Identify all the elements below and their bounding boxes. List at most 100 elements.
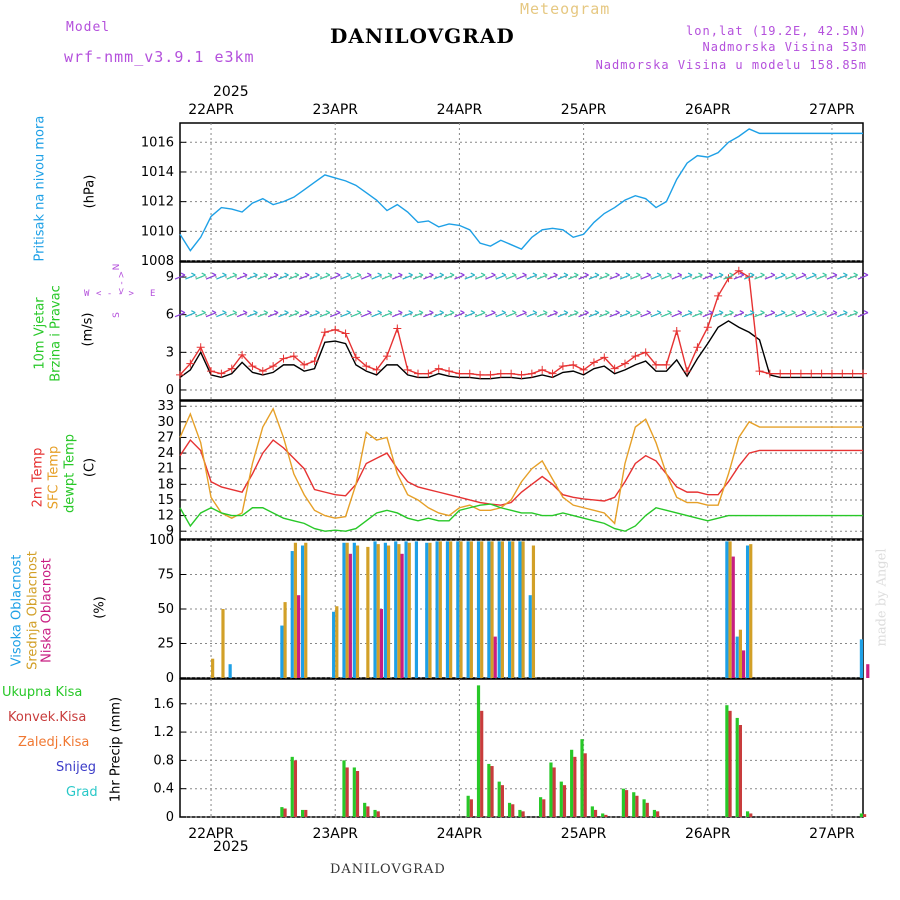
- gust-marker: [476, 370, 485, 379]
- gust-marker: [827, 369, 836, 378]
- wind-arrow: [216, 310, 227, 318]
- wind-arrow: [743, 272, 755, 280]
- wind-arrow: [247, 310, 258, 318]
- gust-marker: [755, 367, 764, 376]
- bar-niska-oblacnost: [379, 609, 383, 678]
- bar-ukupna-kisa: [487, 763, 491, 817]
- wind-arrow: [485, 310, 496, 318]
- wind-arrow: [568, 272, 579, 280]
- wind-arrow: [578, 310, 589, 318]
- bar-srednja-oblacnost: [749, 544, 753, 678]
- gust-marker: [703, 323, 712, 332]
- wind-arrow: [319, 272, 331, 280]
- bar-konvek.kisa: [749, 813, 753, 817]
- gust-marker: [331, 325, 340, 334]
- year-bottom: 2025: [213, 839, 249, 855]
- gust-marker: [227, 364, 236, 373]
- bar-ukupna-kisa: [859, 813, 863, 817]
- bar-ukupna-kisa: [549, 762, 553, 817]
- y-tick-label: 18: [157, 477, 174, 492]
- panel-frame: [179, 261, 864, 401]
- wind-arrow: [661, 272, 672, 280]
- gust-marker: [496, 369, 505, 378]
- gust-marker: [320, 328, 329, 337]
- gust-marker: [372, 365, 381, 374]
- y-tick-label: 75: [157, 568, 174, 583]
- wind-arrow: [764, 272, 776, 280]
- bar-konvek.kisa: [480, 710, 484, 817]
- wind-arrow: [278, 272, 289, 280]
- gust-marker: [455, 369, 464, 378]
- bar-srednja-oblacnost: [500, 541, 504, 678]
- gust-marker: [238, 350, 247, 359]
- wind-arrow: [712, 272, 724, 280]
- y-tick-label: 9: [166, 524, 174, 539]
- series-line-2m-temp: [179, 438, 863, 506]
- gust-marker: [465, 369, 474, 378]
- y-tick-label: 25: [157, 637, 174, 652]
- wind-arrow: [392, 310, 403, 318]
- gust-marker: [641, 348, 650, 357]
- y-tick-label: 27: [157, 430, 174, 445]
- y-tick-label: 1010: [141, 224, 174, 239]
- day-label-bottom: 27APR: [809, 826, 855, 842]
- wind-arrow: [733, 272, 745, 280]
- bar-visoka-oblacnost: [352, 542, 356, 678]
- day-label-top: 25APR: [561, 102, 607, 118]
- panel-frame: [179, 678, 864, 818]
- gust-marker: [776, 369, 785, 378]
- gust-marker: [558, 362, 567, 371]
- wind-arrow: [754, 272, 765, 280]
- gust-marker: [786, 369, 795, 378]
- gust-marker: [382, 352, 391, 361]
- gust-marker: [600, 353, 609, 362]
- bar-srednja-oblacnost: [386, 545, 391, 678]
- bar-srednja-oblacnost: [428, 542, 432, 678]
- gust-marker: [569, 360, 578, 369]
- wind-arrow: [640, 272, 651, 280]
- y-tick-label: 0.4: [153, 782, 174, 797]
- wind-arrow: [464, 310, 476, 318]
- y-tick-label: 9: [166, 270, 174, 285]
- wind-arrow: [226, 310, 238, 318]
- wind-arrow: [526, 310, 538, 318]
- bar-konvek.kisa: [490, 766, 494, 817]
- gust-marker: [610, 364, 619, 373]
- bar-ukupna-kisa: [363, 802, 367, 817]
- bar-srednja-oblacnost: [397, 544, 401, 678]
- bar-ukupna-kisa: [352, 767, 356, 817]
- bar-visoka-oblacnost: [735, 636, 739, 678]
- gust-marker: [445, 367, 454, 376]
- gust-marker: [548, 369, 557, 378]
- y-tick-label: 1012: [141, 195, 174, 210]
- bar-visoka-oblacnost: [404, 541, 408, 678]
- bar-konvek.kisa: [738, 725, 743, 817]
- bar-srednja-oblacnost: [490, 541, 494, 678]
- wind-arrow: [547, 272, 558, 280]
- gust-marker: [652, 360, 661, 369]
- y-tick-label: 6: [166, 308, 174, 323]
- bar-ukupna-kisa: [590, 806, 594, 817]
- bar-visoka-oblacnost: [487, 541, 491, 678]
- panel-3: 0 25 50 75 100: [149, 533, 870, 686]
- bar-visoka-oblacnost: [725, 541, 729, 678]
- bar-ukupna-kisa: [507, 802, 512, 817]
- compass-arrow-h: < - - >: [96, 289, 134, 299]
- bar-visoka-oblacnost: [342, 542, 346, 678]
- day-label-top: 24APR: [437, 102, 483, 118]
- day-label-bottom: 22APR: [188, 826, 234, 842]
- wind-arrow: [402, 272, 413, 280]
- bar-srednja-oblacnost: [407, 542, 411, 678]
- bar-konvek.kisa: [552, 767, 556, 817]
- elevation: Nadmorska Visina 53m: [702, 40, 867, 54]
- panel-0: 1008 1010 1012 1014 1016: [141, 122, 864, 269]
- wind-arrow: [330, 310, 341, 318]
- wind-arrow: [350, 272, 362, 280]
- bar-srednja-oblacnost: [469, 541, 473, 678]
- bar-visoka-oblacnost: [745, 545, 750, 678]
- bar-visoka-oblacnost: [383, 542, 387, 678]
- gust-marker: [507, 369, 516, 378]
- bar-ukupna-kisa: [539, 797, 543, 817]
- bar-niska-oblacnost: [731, 556, 735, 678]
- wind-arrow: [340, 310, 351, 318]
